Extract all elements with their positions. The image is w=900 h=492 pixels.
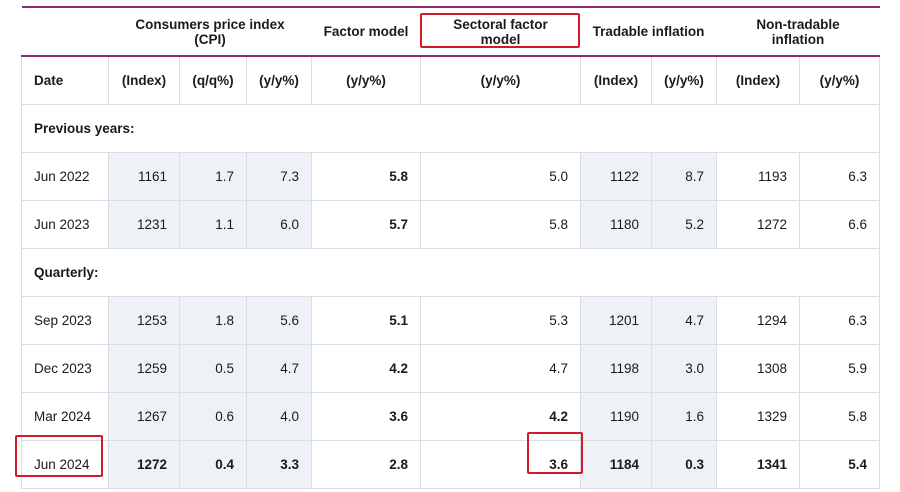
cell-cpi-index: 1161	[108, 152, 180, 201]
cell-cpi-qq: 1.7	[179, 152, 247, 201]
sub-header-nontradable-yy: (y/y%)	[799, 55, 881, 105]
cell-cpi-qq: 0.4	[179, 440, 247, 489]
cell-nontradable-index: 1329	[716, 392, 801, 441]
group-header-factor-model: Factor model	[311, 6, 421, 56]
cell-date: Dec 2023	[21, 344, 109, 393]
section-row-previous: Previous years:	[20, 104, 881, 153]
cell-tradable-yy: 4.7	[650, 296, 718, 345]
cell-factor: 3.6	[311, 392, 421, 441]
cell-sectoral: 5.0	[420, 152, 581, 201]
section-label-previous: Previous years:	[20, 104, 881, 153]
cell-nontradable-yy: 6.6	[799, 200, 881, 249]
cell-tradable-yy: 0.3	[650, 440, 718, 489]
cell-cpi-yy: 4.0	[246, 392, 312, 441]
cell-tradable-yy: 8.7	[650, 152, 718, 201]
cell-nontradable-index: 1308	[716, 344, 801, 393]
cell-cpi-yy: 3.3	[246, 440, 312, 489]
group-header-non-tradable: Non-tradable inflation	[716, 6, 880, 56]
cell-cpi-qq: 1.1	[179, 200, 247, 249]
cell-tradable-index: 1201	[580, 296, 652, 345]
cell-nontradable-index: 1272	[716, 200, 801, 249]
cell-nontradable-index: 1193	[716, 152, 801, 201]
sub-header-cpi-qq: (q/q%)	[179, 55, 247, 105]
group-header-row: Consumers price index (CPI) Factor model…	[21, 6, 880, 56]
cell-tradable-index: 1184	[580, 440, 652, 489]
cell-factor: 5.7	[311, 200, 421, 249]
sub-header-date: Date	[21, 55, 109, 105]
cell-sectoral: 5.3	[420, 296, 581, 345]
section-label-quarterly: Quarterly:	[20, 248, 881, 297]
cell-tradable-yy: 3.0	[650, 344, 718, 393]
cell-sectoral: 4.7	[420, 344, 581, 393]
cell-tradable-index: 1198	[580, 344, 652, 393]
cell-nontradable-index: 1294	[716, 296, 801, 345]
cell-cpi-yy: 7.3	[246, 152, 312, 201]
sub-header-cpi-index: (Index)	[108, 55, 180, 105]
cell-cpi-yy: 6.0	[246, 200, 312, 249]
table-row: Dec 2023 1259 0.5 4.7 4.2 4.7 1198 3.0 1…	[21, 344, 881, 393]
group-header-tradable: Tradable inflation	[580, 6, 717, 56]
cell-nontradable-yy: 6.3	[799, 296, 881, 345]
cell-cpi-index: 1253	[108, 296, 180, 345]
cell-sectoral: 3.6	[420, 440, 581, 489]
cell-cpi-yy: 5.6	[246, 296, 312, 345]
cell-date: Jun 2022	[21, 152, 109, 201]
sub-header-sectoral-yy: (y/y%)	[420, 55, 581, 105]
cell-cpi-yy: 4.7	[246, 344, 312, 393]
cell-tradable-index: 1180	[580, 200, 652, 249]
inflation-table: Consumers price index (CPI) Factor model…	[20, 6, 881, 489]
section-row-quarterly: Quarterly:	[20, 248, 881, 297]
cell-tradable-yy: 5.2	[650, 200, 718, 249]
sub-header-row: Date (Index) (q/q%) (y/y%) (y/y%) (y/y%)…	[21, 55, 881, 105]
cell-cpi-qq: 0.5	[179, 344, 247, 393]
sub-header-nontradable-index: (Index)	[716, 55, 801, 105]
cell-tradable-index: 1122	[580, 152, 652, 201]
cell-tradable-yy: 1.6	[650, 392, 718, 441]
cell-nontradable-index: 1341	[716, 440, 801, 489]
cell-cpi-qq: 0.6	[179, 392, 247, 441]
sub-header-cpi-yy: (y/y%)	[246, 55, 312, 105]
cell-cpi-index: 1259	[108, 344, 180, 393]
cell-date: Mar 2024	[21, 392, 109, 441]
cell-cpi-index: 1267	[108, 392, 180, 441]
inflation-table-container: Consumers price index (CPI) Factor model…	[20, 6, 881, 489]
cell-factor: 5.1	[311, 296, 421, 345]
cell-sectoral: 4.2	[420, 392, 581, 441]
sub-header-tradable-yy: (y/y%)	[650, 55, 718, 105]
cell-factor: 4.2	[311, 344, 421, 393]
table-row: Mar 2024 1267 0.6 4.0 3.6 4.2 1190 1.6 1…	[21, 392, 881, 441]
table-row-highlighted: Jun 2024 1272 0.4 3.3 2.8 3.6 1184 0.3 1…	[21, 440, 881, 489]
cell-factor: 2.8	[311, 440, 421, 489]
cell-date: Jun 2024	[21, 440, 109, 489]
group-header-blank	[21, 6, 109, 56]
cell-tradable-index: 1190	[580, 392, 652, 441]
cell-nontradable-yy: 5.9	[799, 344, 881, 393]
cell-sectoral: 5.8	[420, 200, 581, 249]
group-header-cpi: Consumers price index (CPI)	[108, 6, 312, 56]
table-row: Jun 2023 1231 1.1 6.0 5.7 5.8 1180 5.2 1…	[21, 200, 881, 249]
cell-date: Jun 2023	[21, 200, 109, 249]
cell-nontradable-yy: 5.4	[799, 440, 881, 489]
table-row: Sep 2023 1253 1.8 5.6 5.1 5.3 1201 4.7 1…	[21, 296, 881, 345]
cell-cpi-qq: 1.8	[179, 296, 247, 345]
cell-nontradable-yy: 6.3	[799, 152, 881, 201]
cell-cpi-index: 1231	[108, 200, 180, 249]
cell-nontradable-yy: 5.8	[799, 392, 881, 441]
cell-cpi-index: 1272	[108, 440, 180, 489]
table-row: Jun 2022 1161 1.7 7.3 5.8 5.0 1122 8.7 1…	[21, 152, 881, 201]
cell-factor: 5.8	[311, 152, 421, 201]
sub-header-factor-yy: (y/y%)	[311, 55, 421, 105]
group-header-sectoral-factor-model: Sectoral factor model	[420, 6, 581, 56]
cell-date: Sep 2023	[21, 296, 109, 345]
sub-header-tradable-index: (Index)	[580, 55, 652, 105]
